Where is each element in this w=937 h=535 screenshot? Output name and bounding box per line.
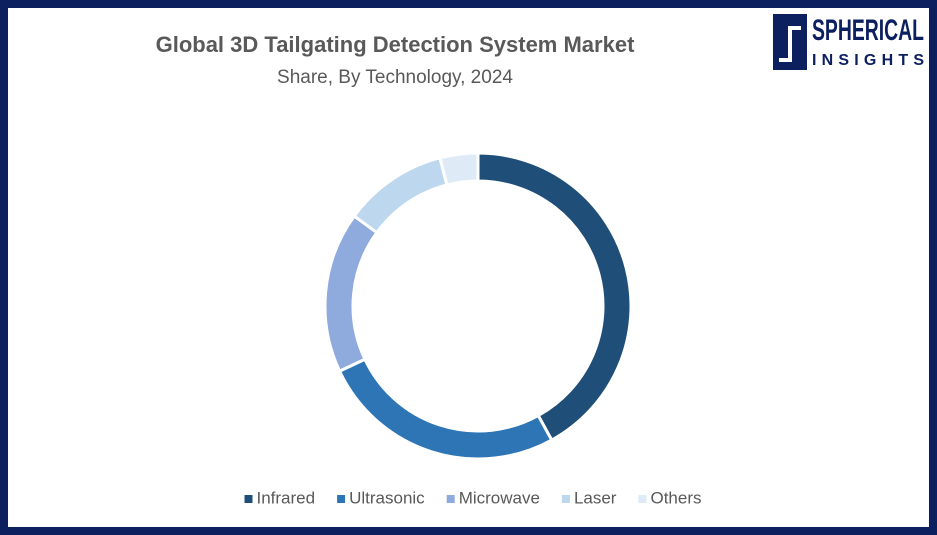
logo-text: INSIGHTS <box>812 52 924 69</box>
legend-label: Ultrasonic <box>349 488 425 507</box>
legend-marker <box>561 495 570 503</box>
legend: Infrared Ultrasonic Microwave Laser Others <box>244 488 702 507</box>
logo-mark <box>779 26 801 62</box>
logo: SPHERICAL INSIGHTS <box>773 14 924 70</box>
legend-label: Laser <box>574 488 617 507</box>
legend-marker <box>244 495 253 503</box>
slice <box>438 151 480 187</box>
legend-marker <box>446 495 455 503</box>
legend-marker <box>337 495 346 503</box>
legend-marker <box>638 495 647 503</box>
logo-text: SPHERICAL <box>812 14 924 47</box>
legend-label: Infrared <box>257 488 316 507</box>
legend-label: Others <box>650 488 701 507</box>
legend-label: Microwave <box>459 488 540 507</box>
chart-subtitle: Share, By Technology, 2024 <box>277 67 513 88</box>
chart-title: Global 3D Tailgating Detection System Ma… <box>156 32 635 57</box>
